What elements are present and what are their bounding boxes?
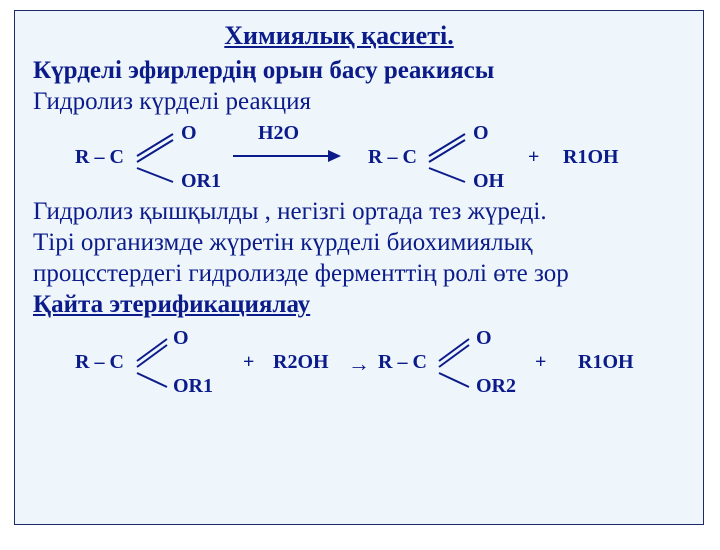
equation-1: R – C O OR1 H2O R – C O OH + R1OH — [33, 118, 685, 196]
eq2-r2oh: R2OH — [273, 351, 329, 374]
eq1-r1oh: R1OH — [563, 146, 619, 169]
eq2-or2: OR2 — [476, 375, 516, 398]
slide-panel: Химиялық қасиеті. Күрделі эфирлердің оры… — [14, 10, 704, 525]
equation-2: R – C O OR1 + R2OH → R – C O OR2 + R1OH — [33, 321, 685, 409]
eq2-arrow: → — [348, 351, 370, 377]
text-line-4: Тірі организмде жүретін күрделі биохимия… — [33, 227, 685, 258]
eq1-oh: OH — [473, 170, 504, 193]
eq1-o-top2: O — [473, 122, 489, 145]
eq2-plus1: + — [243, 351, 254, 374]
eq2-o-top: O — [173, 327, 189, 350]
eq1-or1: OR1 — [181, 170, 221, 193]
eq1-o-top: O — [181, 122, 197, 145]
eq2-plus2: + — [535, 351, 546, 374]
eq2-rhs: R – C — [378, 351, 427, 374]
eq1-arrow-icon — [233, 146, 343, 166]
eq2-lhs: R – C — [75, 351, 124, 374]
eq2-o-top2: O — [476, 327, 492, 350]
eq1-h2o: H2O — [258, 122, 299, 145]
eq1-lhs: R – C — [75, 146, 124, 169]
eq2-or1: OR1 — [173, 375, 213, 398]
text-line-2: Гидролиз күрделі реакция — [33, 86, 685, 117]
subheading-2: Қайта этерификациялау — [33, 289, 685, 320]
subheading-1: Күрделі эфирлердің орын басу реакиясы — [33, 55, 685, 86]
eq1-plus: + — [528, 146, 539, 169]
eq2-r1oh: R1OH — [578, 351, 634, 374]
slide-title: Химиялық қасиеті. — [0, 21, 685, 51]
text-line-5: процсстердегі гидролизде ферменттің ролі… — [33, 258, 685, 289]
eq1-rhs: R – C — [368, 146, 417, 169]
text-line-3: Гидролиз қышқылды , негізгі ортада тез ж… — [33, 196, 685, 227]
